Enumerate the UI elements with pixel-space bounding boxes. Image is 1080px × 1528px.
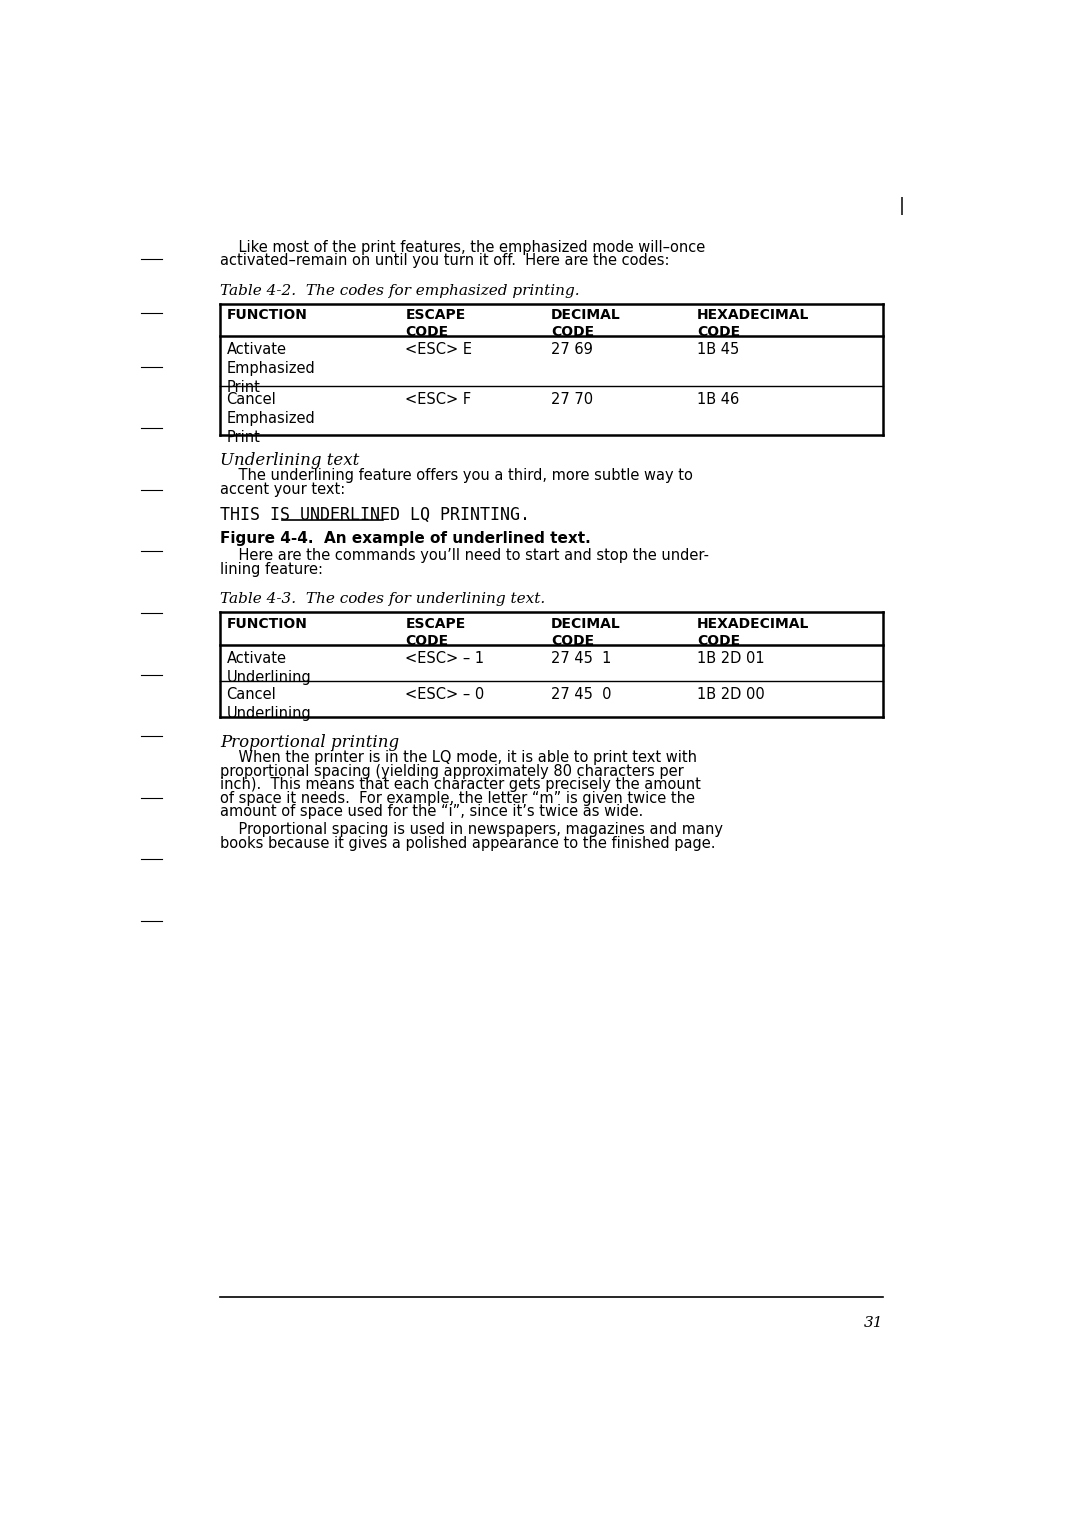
- Text: Cancel
Emphasized
Print: Cancel Emphasized Print: [227, 391, 315, 445]
- Text: HEXADECIMAL
CODE: HEXADECIMAL CODE: [697, 617, 809, 648]
- Text: amount of space used for the “i”, since it’s twice as wide.: amount of space used for the “i”, since …: [220, 804, 644, 819]
- Text: 27 69: 27 69: [551, 342, 593, 358]
- Text: Cancel
Underlining: Cancel Underlining: [227, 688, 311, 721]
- Text: Table 4-3.  The codes for underlining text.: Table 4-3. The codes for underlining tex…: [220, 593, 545, 607]
- Text: <ESC> – 1: <ESC> – 1: [405, 651, 485, 666]
- Text: DECIMAL
CODE: DECIMAL CODE: [551, 617, 621, 648]
- Text: <ESC> F: <ESC> F: [405, 391, 472, 406]
- Text: Here are the commands you’ll need to start and stop the under-: Here are the commands you’ll need to sta…: [220, 549, 710, 564]
- Text: <ESC> – 0: <ESC> – 0: [405, 688, 485, 703]
- Text: |: |: [899, 197, 904, 215]
- Text: FUNCTION: FUNCTION: [227, 309, 308, 322]
- Text: 27 45  1: 27 45 1: [551, 651, 611, 666]
- Text: Proportional spacing is used in newspapers, magazines and many: Proportional spacing is used in newspape…: [220, 822, 724, 837]
- Text: 1B 45: 1B 45: [697, 342, 739, 358]
- Text: HEXADECIMAL
CODE: HEXADECIMAL CODE: [697, 309, 809, 339]
- Text: inch).  This means that each character gets precisely the amount: inch). This means that each character ge…: [220, 778, 701, 792]
- Text: 27 70: 27 70: [551, 391, 593, 406]
- Text: Activate
Emphasized
Print: Activate Emphasized Print: [227, 342, 315, 396]
- Text: Figure 4-4.  An example of underlined text.: Figure 4-4. An example of underlined tex…: [220, 530, 591, 545]
- Text: proportional spacing (yielding approximately 80 characters per: proportional spacing (yielding approxima…: [220, 764, 684, 779]
- Text: 1B 2D 01: 1B 2D 01: [697, 651, 765, 666]
- Text: 27 45  0: 27 45 0: [551, 688, 611, 703]
- Text: Like most of the print features, the emphasized mode will–once: Like most of the print features, the emp…: [220, 240, 705, 255]
- Text: Underlining text: Underlining text: [220, 452, 360, 469]
- Text: 1B 46: 1B 46: [697, 391, 739, 406]
- Text: Proportional printing: Proportional printing: [220, 733, 400, 752]
- Text: <ESC> E: <ESC> E: [405, 342, 472, 358]
- Text: THIS IS UNDERLINED LQ PRINTING.: THIS IS UNDERLINED LQ PRINTING.: [220, 506, 530, 524]
- Text: of space it needs.  For example, the letter “m” is given twice the: of space it needs. For example, the lett…: [220, 790, 696, 805]
- Text: 31: 31: [863, 1316, 882, 1329]
- Text: accent your text:: accent your text:: [220, 481, 346, 497]
- Text: The underlining feature offers you a third, more subtle way to: The underlining feature offers you a thi…: [220, 469, 693, 483]
- Text: books because it gives a polished appearance to the finished page.: books because it gives a polished appear…: [220, 836, 716, 851]
- Text: 1B 2D 00: 1B 2D 00: [697, 688, 765, 703]
- Text: FUNCTION: FUNCTION: [227, 617, 308, 631]
- Text: lining feature:: lining feature:: [220, 562, 323, 578]
- Text: ESCAPE
CODE: ESCAPE CODE: [405, 309, 465, 339]
- Text: Table 4-2.  The codes for emphasized printing.: Table 4-2. The codes for emphasized prin…: [220, 284, 580, 298]
- Text: activated–remain on until you turn it off.  Here are the codes:: activated–remain on until you turn it of…: [220, 254, 670, 267]
- Text: Activate
Underlining: Activate Underlining: [227, 651, 311, 685]
- Text: DECIMAL
CODE: DECIMAL CODE: [551, 309, 621, 339]
- Text: When the printer is in the LQ mode, it is able to print text with: When the printer is in the LQ mode, it i…: [220, 750, 698, 766]
- Text: ESCAPE
CODE: ESCAPE CODE: [405, 617, 465, 648]
